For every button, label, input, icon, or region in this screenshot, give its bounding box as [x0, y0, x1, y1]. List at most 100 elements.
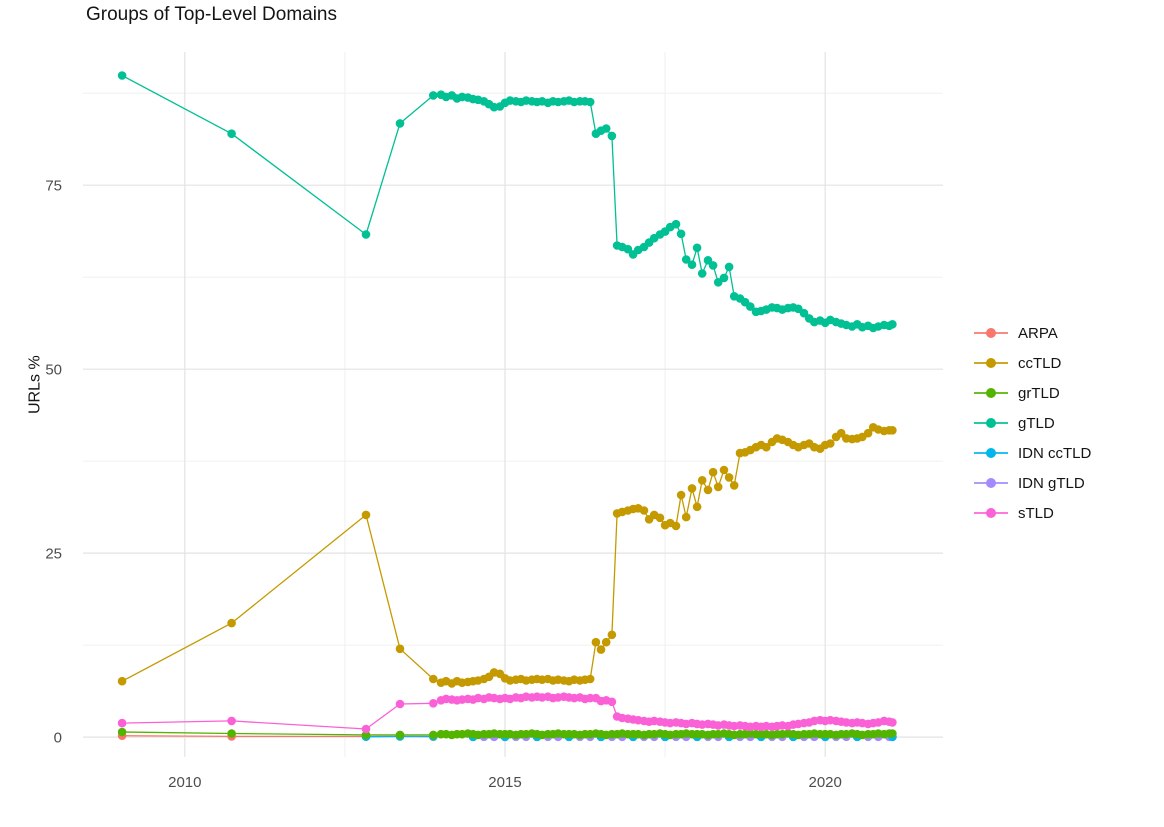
series-gtld-point: [676, 229, 686, 239]
series-stld-point: [395, 699, 405, 709]
legend-point-icon: [986, 448, 996, 458]
series-cctld-point: [687, 484, 697, 493]
series-stld-point: [117, 718, 127, 728]
series-gtld-point: [692, 243, 702, 253]
series-gtld-point: [361, 230, 371, 239]
series-cctld-point: [601, 637, 611, 647]
series-grtld-point: [395, 730, 405, 740]
series-cctld-point: [607, 630, 617, 640]
series-cctld-point: [361, 510, 371, 520]
legend-item-cctld: ccTLD: [974, 348, 1091, 378]
series-stld-point: [227, 716, 236, 726]
legend-point-icon: [986, 358, 996, 368]
series-gtld-point: [719, 273, 729, 283]
series-gtld-point: [623, 244, 633, 254]
x-tick-label: 2010: [168, 774, 201, 791]
series-gtld-point: [429, 91, 438, 100]
legend-label: grTLD: [1018, 384, 1060, 402]
series-cctld-point: [729, 481, 739, 490]
series-cctld-point: [681, 512, 691, 522]
series-gtld-point: [395, 119, 405, 128]
legend-swatch-icon: [974, 386, 1008, 400]
series-cctld-point: [708, 467, 718, 477]
legend-point-icon: [986, 508, 996, 518]
series-gtld-point: [227, 129, 236, 138]
series-gtld-point: [671, 219, 681, 229]
series-gtld-point: [888, 320, 897, 329]
series-cctld-point: [713, 482, 723, 492]
series-cctld-point: [585, 674, 595, 684]
series-cctld-point: [671, 521, 681, 531]
legend-swatch-icon: [974, 326, 1008, 340]
y-tick-label: 75: [45, 178, 62, 195]
series-cctld-point: [639, 506, 649, 515]
series-gtld-point: [607, 131, 617, 141]
y-tick-label: 50: [45, 362, 62, 379]
series-cctld-point: [719, 465, 729, 475]
series-cctld-point: [117, 676, 127, 686]
series-cctld-point: [692, 502, 702, 512]
series-grtld-point: [227, 729, 236, 738]
legend-label: ccTLD: [1018, 354, 1062, 372]
series-grtld-point: [888, 729, 897, 738]
series-stld-point: [888, 718, 897, 727]
legend-point-icon: [986, 328, 996, 338]
legend-label: ARPA: [1018, 324, 1058, 342]
series-gtld-point: [799, 308, 809, 318]
series-cctld-point: [429, 674, 438, 684]
legend-swatch-icon: [974, 446, 1008, 460]
legend-point-icon: [986, 418, 996, 428]
series-cctld-point: [227, 618, 236, 628]
x-tick-label: 2020: [808, 774, 841, 791]
series-gtld-point: [585, 97, 595, 107]
legend-label: gTLD: [1018, 414, 1055, 432]
legend-label: sTLD: [1018, 504, 1054, 522]
series-cctld-point: [762, 442, 771, 452]
series-cctld-point: [724, 473, 734, 482]
y-tick-label: 0: [54, 730, 62, 747]
legend-point-icon: [986, 388, 996, 398]
series-grtld-point: [117, 727, 127, 737]
legend-swatch-icon: [974, 356, 1008, 370]
series-cctld-point: [888, 426, 897, 435]
series-gtld-point: [681, 255, 691, 264]
series-cctld-point: [395, 644, 405, 654]
series-cctld-point: [703, 485, 713, 495]
legend-point-icon: [986, 478, 996, 488]
series-grtld-point: [429, 730, 438, 740]
legend-item-idn-gtld: IDN gTLD: [974, 468, 1091, 498]
legend-item-stld: sTLD: [974, 498, 1091, 528]
y-axis-label: URLs %: [26, 355, 44, 414]
series-gtld-point: [117, 71, 127, 80]
series-cctld-point: [863, 428, 873, 438]
legend: ARPA ccTLD grTLD gTLD IDN ccTLD IDN gTLD sTLD: [974, 318, 1091, 528]
legend-item-arpa: ARPA: [974, 318, 1091, 348]
series-gtld-point: [708, 261, 718, 270]
chart-title: Groups of Top-Level Domains: [86, 4, 337, 25]
series-stld-point: [361, 724, 371, 734]
legend-item-grtld: grTLD: [974, 378, 1091, 408]
series-cctld-point: [655, 513, 665, 523]
series-gtld-point: [697, 269, 707, 278]
series-cctld-point: [697, 476, 707, 485]
series-gtld-line: [121, 74, 893, 329]
x-tick-label: 2015: [488, 774, 521, 791]
series-gtld-point: [687, 260, 697, 270]
legend-item-idn-cctld: IDN ccTLD: [974, 438, 1091, 468]
series-gtld-point: [601, 124, 611, 133]
series-stld-point: [607, 697, 617, 707]
legend-swatch-icon: [974, 506, 1008, 520]
legend-swatch-icon: [974, 476, 1008, 490]
y-tick-label: 25: [45, 546, 62, 563]
legend-label: IDN gTLD: [1018, 474, 1085, 492]
series-grtld-point: [361, 730, 371, 740]
legend-swatch-icon: [974, 416, 1008, 430]
legend-label: IDN ccTLD: [1018, 444, 1092, 462]
series-cctld-point: [676, 490, 686, 500]
series-gtld-point: [746, 302, 755, 311]
series-gtld-point: [724, 262, 734, 272]
legend-item-gtld: gTLD: [974, 408, 1091, 438]
series-stld-point: [429, 699, 438, 708]
